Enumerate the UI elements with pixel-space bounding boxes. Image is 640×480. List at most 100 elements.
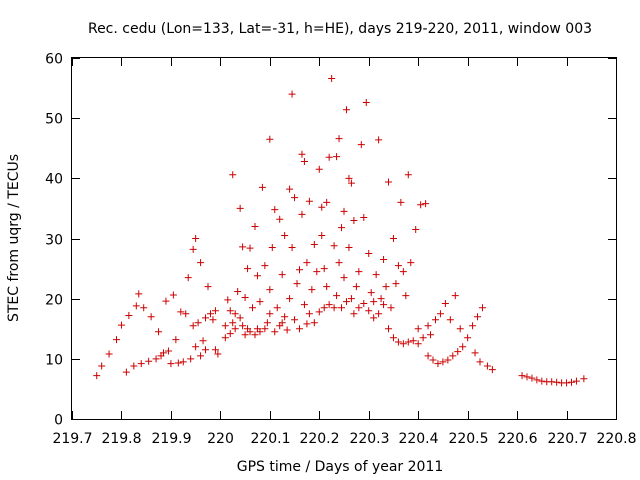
data-point	[241, 293, 249, 301]
data-point	[202, 314, 210, 322]
data-point	[370, 298, 378, 306]
data-point	[414, 340, 422, 348]
data-point	[563, 379, 571, 387]
data-point	[308, 286, 316, 294]
data-point	[399, 268, 407, 276]
data-point	[295, 266, 303, 274]
data-point	[399, 340, 407, 348]
data-point	[342, 298, 350, 306]
data-point	[352, 283, 360, 291]
data-point	[572, 377, 580, 385]
data-point	[202, 346, 210, 354]
data-point	[394, 338, 402, 346]
data-point	[323, 198, 331, 206]
data-point	[182, 310, 190, 318]
data-point	[300, 301, 308, 309]
data-point	[244, 265, 252, 273]
data-point	[189, 322, 197, 330]
data-point	[189, 245, 197, 253]
data-point	[251, 222, 259, 230]
data-point	[382, 283, 390, 291]
data-point	[155, 328, 163, 336]
data-point	[325, 153, 333, 161]
data-point	[286, 185, 294, 193]
axis-ticks: 219.7 219.8 219.9 220 220.1 220.2 220.3 220.4 22…	[45, 52, 636, 448]
data-point	[318, 203, 326, 211]
y-tick-label: 60	[45, 52, 63, 68]
x-tick-label: 220.3	[349, 431, 389, 447]
data-point	[234, 287, 242, 295]
data-point	[320, 304, 328, 312]
data-point	[140, 304, 148, 312]
data-point	[340, 207, 348, 215]
data-point	[239, 322, 247, 330]
data-point	[362, 99, 370, 107]
data-point	[117, 321, 125, 329]
data-point	[206, 310, 214, 318]
data-point	[372, 271, 380, 279]
data-point	[293, 280, 301, 288]
data-point	[194, 319, 202, 327]
data-point	[338, 224, 346, 232]
data-point	[355, 268, 363, 276]
data-point	[370, 314, 378, 322]
data-point	[518, 372, 526, 380]
data-point	[333, 153, 341, 161]
data-point	[402, 292, 410, 300]
data-point	[281, 231, 289, 239]
plot-frame	[71, 57, 617, 420]
data-point	[268, 244, 276, 252]
data-point	[258, 183, 266, 191]
data-point	[179, 358, 187, 366]
x-tick-label: 220.7	[547, 431, 587, 447]
data-point	[276, 215, 284, 223]
data-point	[273, 304, 281, 312]
data-point	[164, 347, 172, 355]
data-point	[422, 200, 430, 208]
data-point	[204, 283, 212, 291]
data-point	[229, 171, 237, 179]
data-point	[355, 304, 363, 312]
data-point	[404, 171, 412, 179]
data-point	[330, 304, 338, 312]
data-point	[375, 310, 383, 318]
data-point	[305, 310, 313, 318]
data-point	[226, 307, 234, 315]
data-point	[135, 290, 143, 298]
y-axis-label: STEC from uqrg / TECUs	[6, 154, 22, 322]
y-tick-label: 20	[45, 293, 63, 309]
data-point	[439, 358, 447, 366]
data-point	[256, 298, 264, 306]
x-tick-label: 220.4	[398, 431, 438, 447]
data-point	[476, 358, 484, 366]
data-point	[365, 307, 373, 315]
data-point	[174, 359, 182, 367]
data-point	[231, 325, 239, 333]
data-point	[145, 357, 153, 365]
data-point	[192, 235, 200, 242]
data-point	[380, 301, 388, 309]
data-point	[288, 244, 296, 252]
data-point	[389, 235, 397, 242]
data-point	[105, 350, 113, 358]
data-point	[365, 250, 373, 258]
data-point	[414, 325, 422, 333]
data-point	[429, 356, 437, 364]
data-point	[303, 320, 311, 328]
y-tick-label: 10	[45, 353, 63, 369]
data-point	[288, 90, 296, 98]
data-point	[377, 295, 385, 303]
data-point	[303, 259, 311, 267]
data-point	[357, 141, 365, 149]
data-point	[456, 325, 464, 333]
data-point	[298, 150, 306, 158]
data-point	[113, 336, 121, 344]
data-point	[434, 360, 442, 368]
data-point	[360, 213, 368, 221]
data-point	[177, 308, 185, 316]
data-point	[211, 307, 219, 315]
data-point	[310, 241, 318, 249]
data-point	[340, 274, 348, 282]
data-point	[261, 262, 269, 270]
data-point	[197, 259, 205, 267]
